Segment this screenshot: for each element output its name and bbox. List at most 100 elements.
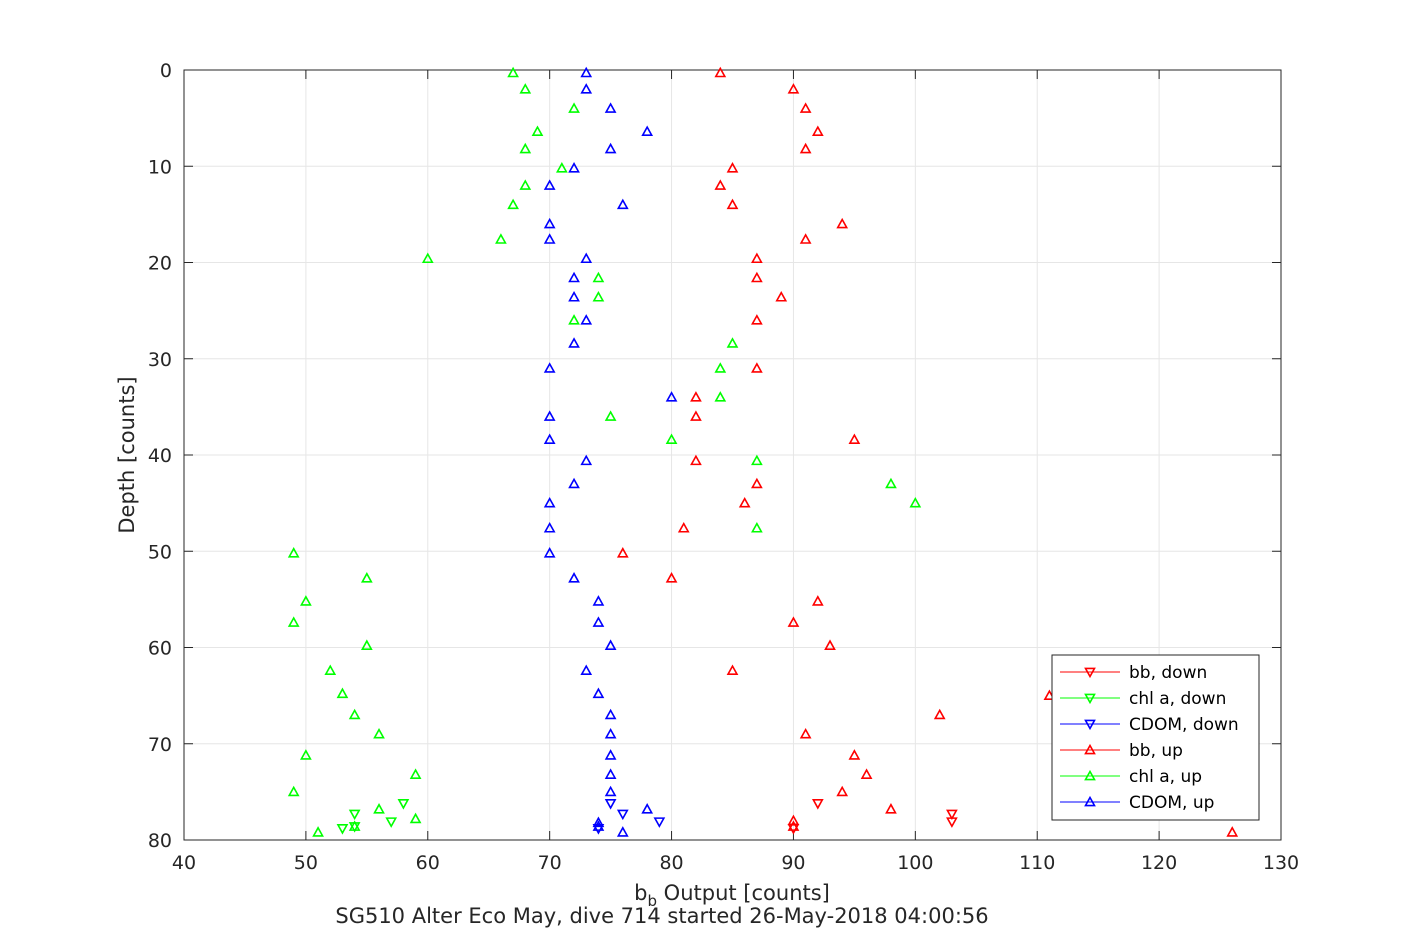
data-point bbox=[1226, 826, 1239, 837]
data-point bbox=[726, 337, 739, 348]
data-point bbox=[324, 664, 337, 676]
legend-label: chl a, down bbox=[1129, 689, 1226, 709]
data-point bbox=[519, 142, 532, 154]
x-tick-label: 40 bbox=[172, 852, 196, 874]
data-point bbox=[787, 83, 800, 94]
data-point bbox=[787, 820, 800, 831]
data-point bbox=[799, 102, 812, 113]
data-point bbox=[568, 314, 580, 325]
data-point bbox=[738, 496, 751, 508]
data-point bbox=[543, 233, 556, 244]
x-tick-label: 110 bbox=[1019, 852, 1055, 874]
x-tick-label: 80 bbox=[659, 852, 683, 874]
data-point bbox=[714, 362, 727, 373]
axis-ticks: 40 50 60 70 80 90 100 110 120 130 0 10 20 30 40 50 60 70 8… bbox=[148, 60, 1299, 874]
x-tick-label: 120 bbox=[1141, 852, 1177, 874]
data-point bbox=[799, 142, 812, 154]
data-point bbox=[726, 664, 739, 676]
data-point bbox=[348, 809, 361, 821]
legend-label: bb, down bbox=[1129, 663, 1207, 683]
data-point bbox=[300, 749, 312, 760]
data-point bbox=[312, 826, 324, 837]
x-tick-label: 130 bbox=[1263, 852, 1299, 874]
data-point bbox=[543, 433, 556, 445]
legend-marker bbox=[1084, 743, 1096, 755]
data-point bbox=[287, 547, 300, 558]
y-tick-label: 40 bbox=[148, 445, 172, 467]
data-point bbox=[568, 477, 580, 489]
x-axis-label: bb Output [counts] bbox=[634, 881, 830, 910]
data-point bbox=[811, 595, 824, 606]
data-point bbox=[580, 252, 593, 264]
data-point bbox=[507, 198, 519, 210]
data-point bbox=[555, 162, 568, 173]
x-axis-label-rest: Output [counts] bbox=[657, 881, 830, 905]
data-point bbox=[751, 362, 763, 373]
data-point bbox=[933, 708, 946, 720]
data-point bbox=[824, 639, 836, 650]
data-point bbox=[543, 410, 556, 421]
data-point bbox=[677, 522, 690, 533]
data-point bbox=[860, 768, 873, 779]
data-point bbox=[592, 616, 605, 627]
y-tick-label: 20 bbox=[148, 253, 172, 275]
data-point bbox=[592, 687, 605, 699]
x-axis-label-subscript: b bbox=[647, 892, 657, 910]
x-tick-label: 50 bbox=[294, 852, 318, 874]
data-point bbox=[568, 291, 580, 302]
data-point bbox=[714, 66, 727, 78]
legend-label: chl a, up bbox=[1129, 767, 1202, 787]
legend-marker bbox=[1084, 693, 1096, 705]
data-point bbox=[604, 102, 617, 113]
y-tick-label: 70 bbox=[148, 734, 172, 756]
legend-marker bbox=[1084, 769, 1096, 781]
data-point bbox=[653, 817, 666, 828]
data-point bbox=[885, 803, 897, 814]
data-point bbox=[495, 233, 507, 244]
data-point bbox=[543, 217, 556, 229]
data-point bbox=[751, 522, 763, 533]
data-point bbox=[507, 66, 519, 78]
data-point bbox=[421, 252, 434, 264]
data-point bbox=[287, 616, 300, 627]
data-point bbox=[300, 595, 312, 606]
data-point bbox=[543, 362, 556, 373]
legend: bb, down chl a, down CDOM, down bb, up chl a… bbox=[1051, 654, 1260, 821]
data-point bbox=[592, 820, 605, 831]
data-point bbox=[787, 616, 800, 627]
data-point bbox=[751, 314, 763, 325]
data-point bbox=[616, 826, 629, 837]
y-tick-label: 0 bbox=[160, 60, 172, 82]
data-point bbox=[604, 785, 617, 797]
data-point bbox=[519, 179, 532, 190]
data-point bbox=[787, 814, 800, 826]
data-point bbox=[592, 816, 605, 828]
x-tick-label: 60 bbox=[416, 852, 440, 874]
data-point bbox=[751, 271, 763, 283]
data-point bbox=[580, 66, 593, 78]
chart-title: SG510 Alter Eco May, dive 714 started 26… bbox=[335, 904, 988, 928]
data-point bbox=[946, 817, 958, 828]
x-tick-label: 70 bbox=[538, 852, 562, 874]
data-point bbox=[726, 162, 739, 173]
legend-label: CDOM, down bbox=[1129, 715, 1239, 735]
data-point bbox=[604, 749, 617, 760]
data-point bbox=[751, 454, 763, 466]
data-point bbox=[592, 291, 605, 302]
data-point bbox=[543, 179, 556, 190]
legend-marker bbox=[1084, 795, 1096, 807]
data-point bbox=[616, 547, 629, 558]
data-point bbox=[714, 179, 727, 190]
data-point bbox=[604, 410, 617, 421]
data-point bbox=[604, 768, 617, 779]
data-point bbox=[848, 749, 861, 760]
data-point bbox=[592, 595, 605, 606]
x-tick-label: 100 bbox=[897, 852, 933, 874]
legend-label: CDOM, up bbox=[1129, 793, 1214, 813]
data-point bbox=[690, 391, 702, 402]
data-point bbox=[568, 162, 580, 173]
y-tick-label: 60 bbox=[148, 638, 172, 660]
data-point bbox=[592, 824, 605, 835]
data-point bbox=[360, 639, 373, 650]
